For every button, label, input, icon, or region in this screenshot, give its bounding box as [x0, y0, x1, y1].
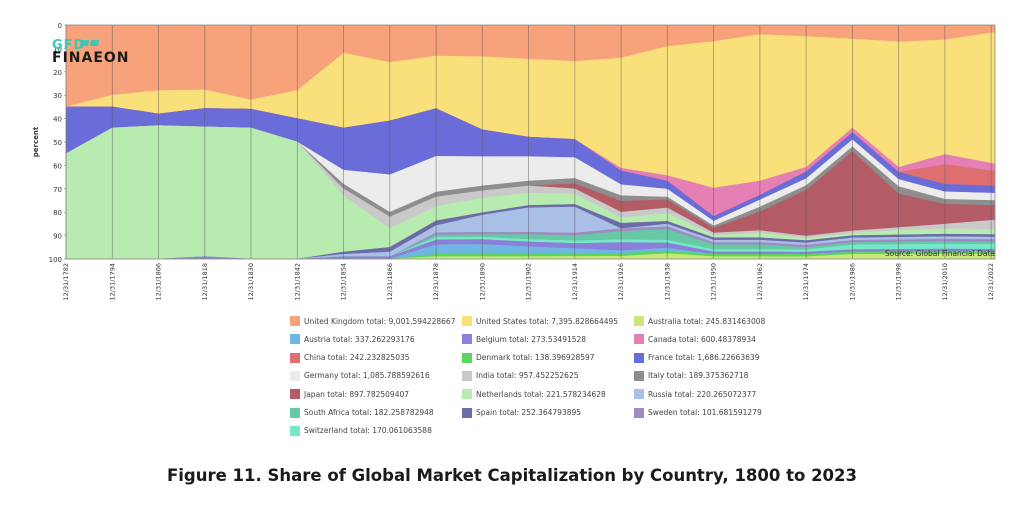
- legend-item[interactable]: United Kingdom total: 9,001.594228667: [290, 316, 455, 326]
- legend-label: Russia total: 220.265072377: [648, 389, 757, 399]
- legend-swatch: [290, 389, 300, 400]
- y-tick-label: 10: [53, 45, 62, 53]
- legend-item[interactable]: Denmark total: 138.396928597: [462, 352, 595, 363]
- legend-swatch: [634, 316, 644, 326]
- legend-item[interactable]: Belgium total: 273.53491528: [462, 334, 587, 345]
- area-series-austria: [66, 244, 995, 259]
- legend-label: Netherlands total: 221.578234628: [476, 389, 606, 399]
- legend-item[interactable]: Russia total: 220.265072377: [634, 389, 757, 400]
- gfd-finaeon-logo: GFD FINAEON: [52, 38, 130, 66]
- legend-label: Belgium total: 273.53491528: [476, 334, 587, 344]
- legend-swatch: [290, 352, 300, 363]
- x-tick-label: 12/31/1866: [386, 263, 394, 300]
- legend-label: Japan total: 897.782509407: [304, 389, 410, 399]
- x-tick-label: 12/31/1854: [340, 263, 348, 300]
- legend-item[interactable]: Sweden total: 101.681591279: [634, 407, 762, 418]
- legend-item[interactable]: Netherlands total: 221.578234628: [462, 389, 606, 400]
- legend-swatch: [634, 389, 644, 400]
- legend-item[interactable]: Australia total: 245.831463008: [634, 316, 765, 326]
- legend-swatch: [462, 370, 472, 381]
- x-tick-label: 12/31/1962: [756, 263, 764, 300]
- legend-swatch: [462, 316, 472, 326]
- legend-swatch: [462, 389, 472, 400]
- legend-item[interactable]: Japan total: 897.782509407: [290, 389, 410, 400]
- legend-label: Germany total: 1,085.788592616: [304, 371, 430, 381]
- legend-label: India total: 957.452252625: [476, 371, 579, 381]
- x-tick-label: 12/31/1782: [62, 263, 70, 300]
- source-note: Source: Global Financial Data: [885, 249, 995, 258]
- legend-swatch: [462, 407, 472, 418]
- legend-swatch: [290, 316, 300, 326]
- x-tick-label: 12/31/1974: [802, 263, 810, 300]
- legend-label: France total: 1,686.22663639: [648, 353, 760, 363]
- x-tick-label: 12/31/1842: [293, 263, 301, 300]
- legend-swatch: [290, 425, 300, 436]
- x-tick-label: 12/31/1806: [155, 263, 163, 300]
- y-tick-label: 50: [53, 139, 62, 147]
- x-tick-label: 12/31/1986: [848, 263, 856, 300]
- y-tick-label: 70: [53, 186, 62, 194]
- x-tick-label: 12/31/1818: [201, 263, 209, 300]
- figure-caption: Figure 11. Share of Global Market Capita…: [166, 466, 858, 485]
- legend-swatch: [634, 334, 644, 345]
- x-tick-label: 12/31/1902: [525, 263, 533, 300]
- y-axis-label: percent: [32, 126, 40, 157]
- x-tick-label: 12/31/1926: [617, 263, 625, 300]
- legend-swatch: [290, 370, 300, 381]
- svg-text:FINAEON: FINAEON: [52, 50, 130, 66]
- legend-label: Australia total: 245.831463008: [648, 316, 766, 326]
- legend-item[interactable]: India total: 957.452252625: [462, 370, 579, 381]
- y-tick-label: 60: [53, 162, 62, 170]
- legend-item[interactable]: Germany total: 1,085.788592616: [290, 370, 430, 381]
- x-tick-label: 12/31/1950: [710, 263, 718, 300]
- x-tick-label: 12/31/2010: [941, 263, 949, 300]
- legend-label: Switzerland total: 170.061063588: [304, 426, 432, 436]
- legend-item[interactable]: Canada total: 600.48378934: [634, 334, 756, 345]
- y-tick-label: 90: [53, 233, 62, 241]
- legend-swatch: [634, 352, 644, 363]
- svg-text:GFD: GFD: [52, 38, 85, 53]
- legend-item[interactable]: Austria total: 337.262293176: [290, 334, 415, 345]
- y-tick-label: 80: [53, 209, 62, 217]
- legend-label: Austria total: 337.262293176: [304, 334, 415, 344]
- legend-item[interactable]: South Africa total: 182.258782948: [290, 407, 434, 418]
- legend-swatch: [462, 352, 472, 363]
- legend-label: United Kingdom total: 9,001.594228667: [304, 316, 456, 326]
- x-tick-label: 12/31/1878: [432, 263, 440, 300]
- y-tick-label: 0: [58, 22, 62, 30]
- legend-swatch: [462, 334, 472, 345]
- legend-label: Sweden total: 101.681591279: [648, 408, 762, 417]
- legend-label: South Africa total: 182.258782948: [304, 408, 434, 417]
- legend-swatch: [634, 407, 644, 418]
- legend-swatch: [290, 407, 300, 418]
- x-tick-label: 12/31/1914: [571, 263, 579, 300]
- legend-swatch: [634, 370, 644, 381]
- legend-swatch: [290, 334, 300, 345]
- area-series-australia: [66, 253, 995, 259]
- y-tick-label: 100: [49, 256, 62, 264]
- legend-label: Italy total: 189.375362718: [648, 371, 749, 381]
- y-tick-label: 30: [53, 92, 62, 100]
- legend-label: China total: 242.232825035: [304, 353, 410, 363]
- legend-item[interactable]: France total: 1,686.22663639: [634, 352, 760, 363]
- x-tick-label: 12/31/1890: [478, 263, 486, 300]
- x-tick-label: 12/31/1998: [895, 263, 903, 300]
- area-series-denmark: [66, 250, 995, 259]
- legend-item[interactable]: China total: 242.232825035: [290, 352, 410, 363]
- legend-label: Canada total: 600.48378934: [648, 334, 756, 344]
- x-tick-label: 12/31/1830: [247, 263, 255, 300]
- legend-label: United States total: 7,395.828664495: [476, 316, 619, 326]
- x-tick-label: 12/31/2022: [987, 263, 995, 300]
- legend-item[interactable]: Italy total: 189.375362718: [634, 370, 749, 381]
- legend-item[interactable]: Spain total: 252.364793895: [462, 407, 582, 418]
- x-tick-label: 12/31/1938: [663, 263, 671, 300]
- legend-label: Denmark total: 138.396928597: [476, 353, 595, 363]
- legend-item[interactable]: Switzerland total: 170.061063588: [290, 425, 432, 436]
- x-tick-label: 12/31/1794: [108, 263, 116, 300]
- y-tick-label: 20: [53, 69, 62, 77]
- y-tick-label: 40: [53, 116, 62, 124]
- legend-label: Spain total: 252.364793895: [476, 408, 582, 417]
- legend-item[interactable]: United States total: 7,395.828664495: [462, 316, 618, 326]
